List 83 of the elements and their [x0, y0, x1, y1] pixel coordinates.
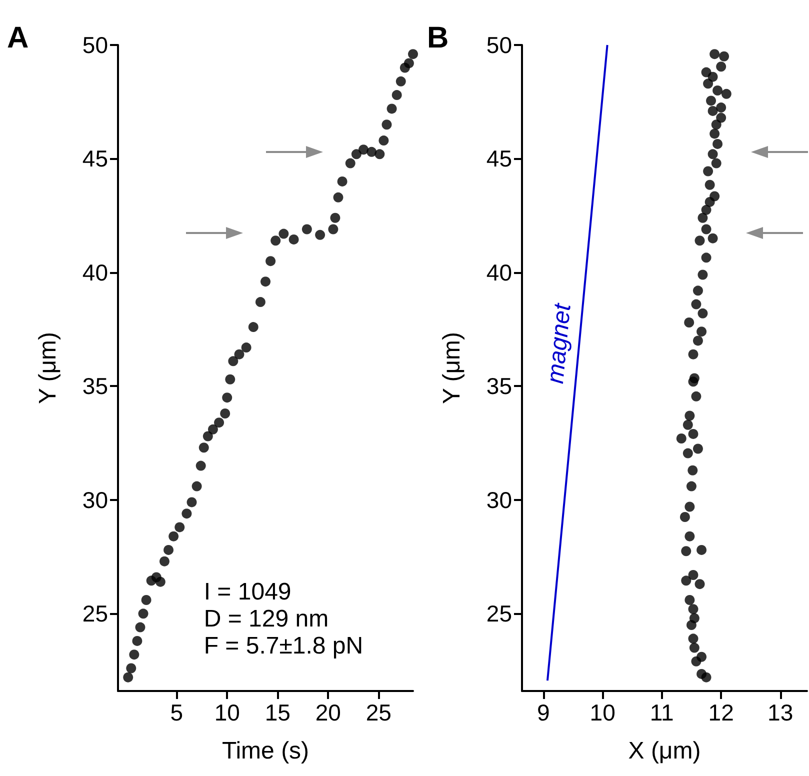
- y-tick-label: 40: [82, 259, 108, 286]
- y-tick-label: 45: [82, 146, 108, 172]
- point: [222, 392, 232, 403]
- annotation: D = 129 nm: [204, 606, 329, 632]
- point: [315, 230, 326, 240]
- point: [182, 508, 192, 519]
- x-tick-label: 12: [708, 700, 734, 726]
- text: magnet: [542, 301, 577, 385]
- x-axis-title: Time (s): [222, 738, 310, 764]
- y-tick-label: 35: [82, 373, 108, 400]
- point: [260, 276, 270, 287]
- point: [255, 297, 266, 308]
- point: [220, 408, 230, 418]
- annotation: I = 1049: [204, 578, 292, 606]
- point: [408, 49, 418, 60]
- point: [159, 556, 170, 566]
- y-tick-label: 35: [486, 373, 512, 400]
- y-tick-label: 30: [486, 486, 512, 513]
- point: [396, 76, 406, 86]
- point: [270, 236, 281, 246]
- y-tick-label: 45: [486, 146, 512, 172]
- point: [129, 650, 140, 660]
- y-tick-label: 25: [486, 600, 512, 627]
- y-tick-label: 25: [82, 600, 108, 627]
- point: [225, 374, 236, 384]
- point: [202, 431, 213, 442]
- point: [123, 672, 134, 682]
- y-axis-title: Y (μm): [438, 332, 466, 404]
- point: [366, 146, 377, 157]
- point: [214, 418, 224, 428]
- point: [126, 663, 136, 674]
- x-tick-label: 13: [768, 700, 794, 726]
- point: [155, 576, 166, 587]
- point: [174, 522, 185, 532]
- x-axis-title: X (μm): [628, 738, 701, 764]
- point: [337, 176, 348, 186]
- x-tick-label: 11: [650, 700, 674, 726]
- point: [333, 192, 344, 202]
- x-tick-label: 15: [264, 700, 290, 726]
- x-tick-label: 20: [315, 700, 341, 726]
- chart-title: A: [7, 22, 29, 54]
- y-tick-label: 40: [486, 259, 512, 286]
- point: [141, 595, 152, 606]
- point: [374, 149, 385, 160]
- point: [328, 224, 338, 234]
- point: [302, 224, 312, 234]
- y-tick-label: 50: [82, 32, 108, 58]
- annotation: F = 5.7±1.8 pN: [204, 632, 364, 660]
- point: [345, 158, 356, 168]
- point: [208, 424, 218, 434]
- point: [192, 481, 202, 492]
- point: [330, 212, 340, 223]
- point: [198, 442, 209, 453]
- point: [351, 149, 362, 160]
- point: [186, 497, 197, 508]
- point: [168, 531, 179, 542]
- point: [132, 636, 142, 646]
- y-axis-title: Y (μm): [34, 332, 62, 404]
- chart-title: B: [427, 22, 449, 54]
- point: [358, 144, 368, 155]
- point: [228, 356, 238, 366]
- point: [234, 349, 244, 360]
- point: [404, 58, 414, 68]
- point: [392, 90, 402, 100]
- point: [135, 622, 146, 632]
- x-tick-label: 25: [366, 700, 392, 726]
- point: [288, 234, 299, 244]
- point: [248, 322, 258, 332]
- y-tick-label: 50: [486, 32, 512, 58]
- x-tick-label: 10: [214, 700, 240, 726]
- x-tick-label: 10: [590, 700, 616, 726]
- x-tick-label: 9: [536, 700, 550, 726]
- point: [138, 608, 148, 619]
- point: [164, 544, 174, 555]
- point: [382, 120, 392, 130]
- point: [378, 136, 389, 146]
- point: [278, 228, 289, 239]
- point: [386, 104, 397, 114]
- y-tick-label: 30: [82, 486, 108, 513]
- x-tick-label: 5: [170, 700, 183, 726]
- point: [266, 256, 276, 266]
- point: [196, 460, 206, 471]
- point: [241, 342, 252, 353]
